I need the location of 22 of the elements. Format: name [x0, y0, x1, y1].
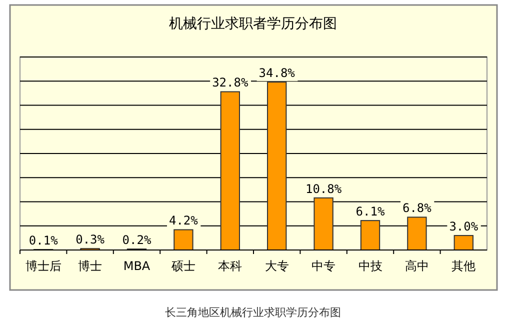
data-label: 6.1%	[356, 204, 386, 219]
x-tick-label: 博士	[78, 259, 102, 273]
data-label: 10.8%	[305, 182, 342, 196]
x-tick-label: 中专	[312, 259, 336, 273]
x-tick-label: 中技	[358, 259, 382, 273]
x-tick-label: 其他	[452, 259, 476, 273]
data-label: 0.3%	[76, 232, 106, 247]
x-tick-label: 本科	[218, 259, 242, 273]
x-tick-label: 博士后	[25, 259, 62, 273]
data-label: 0.1%	[28, 234, 59, 248]
data-label: 34.8%	[258, 66, 296, 80]
x-tick-label: 硕士	[170, 259, 196, 273]
data-label: 4.2%	[168, 214, 199, 228]
data-label: 0.2%	[122, 233, 152, 248]
chart-title: 机械行业求职者学历分布图	[169, 16, 337, 32]
x-tick-label: 大专	[264, 259, 289, 273]
data-label: 6.8%	[402, 201, 432, 216]
x-tick-label: MBA	[123, 259, 151, 273]
data-label: 32.8%	[212, 76, 249, 90]
text: 长三角地区机械行业求职学历分布图	[165, 306, 341, 319]
x-tick-label: 高中	[404, 259, 429, 273]
data-label: 3.0%	[449, 220, 479, 234]
